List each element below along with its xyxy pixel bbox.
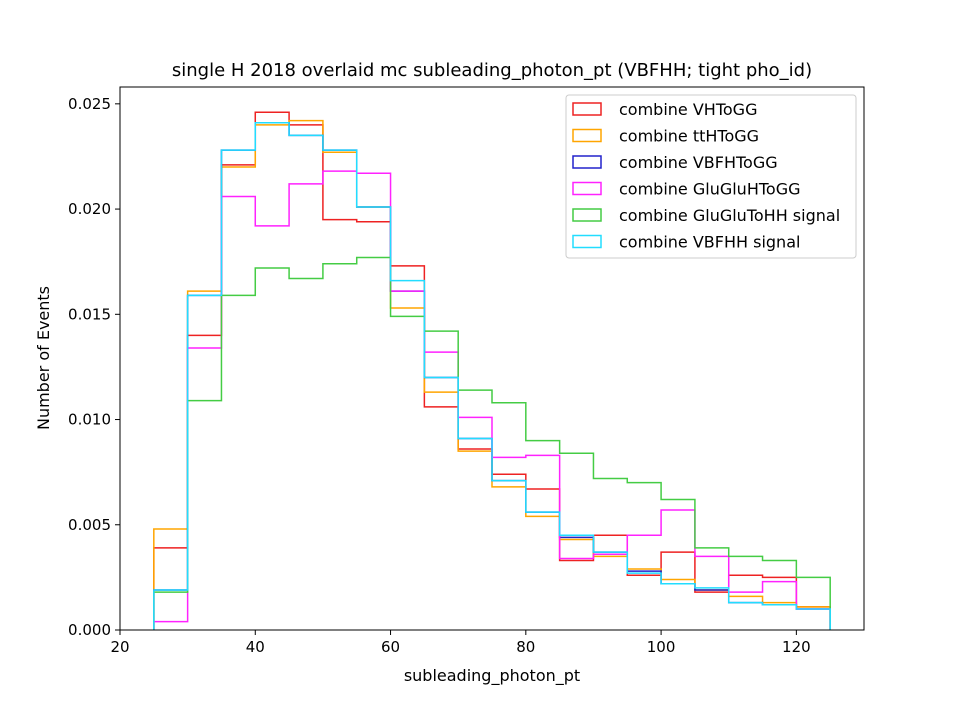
chart-title: single H 2018 overlaid mc subleading_pho… [172,60,812,81]
legend-label: combine VBFHH signal [619,233,800,252]
plot-frame [119,86,865,631]
legend-label: combine GluGluHToGG [619,180,800,199]
series-line-4 [153,256,831,630]
legend: combine VHToGG combine ttHToGG combine VBF… [565,94,857,259]
legend-swatch [572,102,602,116]
x-tick-label: 100 [647,638,676,656]
legend-label: combine ttHToGG [619,127,759,146]
y-tick-label: 0.015 [68,305,111,323]
y-tick-label: 0.005 [68,516,111,534]
x-tick-label: 60 [381,638,400,656]
plot-area [153,111,831,630]
legend-swatch [572,234,602,249]
legend-box [565,94,857,259]
legend-label: combine GluGluToHH signal [619,206,840,225]
x-tick-label: 80 [516,638,535,656]
y-axis-title: Number of Events [34,286,53,430]
x-tick-label: 120 [782,638,811,656]
axis-ticks: 20 40 60 80 100 120 0.000 0.005 0.010 0.015 0.020 0… [68,95,811,656]
legend-swatch [572,155,602,169]
legend-swatch [572,128,602,143]
series-line-3 [153,170,831,630]
y-tick-label: 0.010 [68,411,111,429]
y-tick-label: 0.020 [68,200,111,218]
y-tick-label: 0.000 [68,621,111,639]
y-tick-label: 0.025 [68,95,111,113]
x-tick-label: 40 [246,638,265,656]
legend-label: combine VHToGG [619,100,757,119]
legend-swatch [572,181,602,196]
legend-label: combine VBFHToGG [619,153,778,172]
legend-swatch [572,208,602,222]
x-tick-label: 20 [110,638,129,656]
series-line-5 [153,122,831,630]
x-axis-title: subleading_photon_pt [404,666,580,686]
